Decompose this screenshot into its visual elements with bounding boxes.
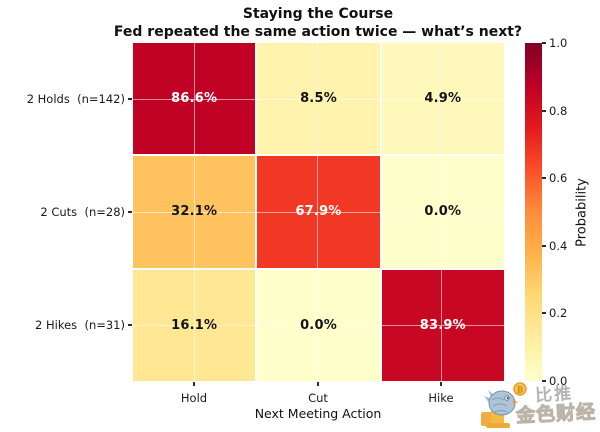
x-tick — [440, 382, 442, 386]
y-tick — [128, 211, 132, 213]
heatmap: 86.6% 8.5% 4.9% 32.1% 67.9% 0.0% 16.1% 0… — [133, 43, 504, 381]
heatmap-cell-holds-hike: 4.9% — [381, 43, 504, 155]
colorbar-tick-label: 0.0 — [549, 374, 568, 388]
col-label-cut: Cut — [308, 391, 328, 405]
cell-value: 83.9% — [419, 317, 466, 333]
colorbar-tick — [542, 380, 546, 382]
watermark: ₿ 比推 金色财经 — [476, 376, 600, 432]
cell-value: 86.6% — [171, 91, 218, 107]
chart-subtitle: Fed repeated the same action twice — wha… — [113, 24, 523, 40]
heatmap-cell-cuts-cut: 67.9% — [257, 156, 380, 268]
watermark-subtext: 金色财经 — [515, 400, 597, 428]
colorbar-tick — [542, 177, 546, 179]
gridline-horizontal — [133, 325, 504, 326]
x-tick — [317, 382, 319, 386]
heatmap-cell-cuts-hike: 0.0% — [381, 156, 504, 268]
cell-value: 0.0% — [424, 204, 462, 220]
colorbar-tick-label: 0.4 — [549, 239, 568, 253]
col-label-hike: Hike — [428, 391, 454, 405]
x-tick — [193, 382, 195, 386]
colorbar-tick-label: 0.6 — [549, 171, 568, 185]
colorbar-tick — [542, 110, 546, 112]
heatmap-cell-holds-cut: 8.5% — [257, 43, 380, 155]
cell-value: 16.1% — [171, 317, 218, 333]
colorbar-tick-label: 0.2 — [549, 306, 568, 320]
colorbar-axis-label: Probability — [574, 178, 590, 247]
row-label-2-cuts: 2 Cuts (n=28) — [40, 205, 125, 219]
x-axis-label: Next Meeting Action — [254, 406, 382, 421]
colorbar-tick — [542, 245, 546, 247]
y-tick — [128, 324, 132, 326]
gridline-horizontal — [133, 212, 504, 213]
row-label-2-hikes: 2 Hikes (n=31) — [35, 318, 125, 332]
cell-value: 67.9% — [295, 204, 342, 220]
cell-value: 32.1% — [171, 204, 218, 220]
svg-text:₿: ₿ — [517, 386, 524, 395]
colorbar-tick-label: 1.0 — [549, 36, 568, 50]
cell-value: 4.9% — [424, 91, 462, 107]
colorbar-tick-label: 0.8 — [549, 104, 568, 118]
colorbar-tick — [542, 312, 546, 314]
chart-title: Staying the Course — [242, 6, 394, 22]
y-tick — [128, 98, 132, 100]
title-block: Staying the Course Fed repeated the same… — [36, 5, 600, 41]
cell-value: 0.0% — [300, 317, 337, 333]
row-label-2-holds: 2 Holds (n=142) — [26, 92, 125, 106]
gridline-horizontal — [133, 99, 504, 100]
bitpush-logo-icon: ₿ — [481, 382, 527, 428]
colorbar-tick — [542, 42, 546, 44]
colorbar-gradient — [525, 43, 542, 381]
col-label-hold: Hold — [180, 391, 208, 405]
cell-value: 8.5% — [300, 91, 337, 107]
